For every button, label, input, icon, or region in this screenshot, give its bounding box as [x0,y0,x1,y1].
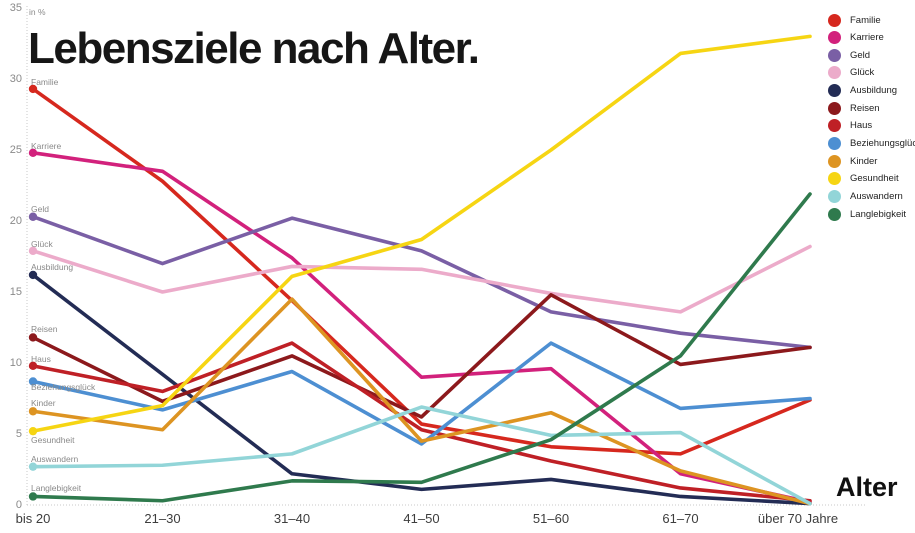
legend-item-haus: Haus [828,119,872,133]
legend-label-langlebigkeit: Langlebigkeit [850,208,906,220]
series-line-haus [31,341,812,503]
x-tick-5: 61–70 [662,511,699,526]
series-line-beziehungsglück [31,341,812,446]
series-start-dot-kinder [28,407,38,416]
legend-dot-beziehungsglück [828,137,841,151]
x-tick-3: 41–50 [403,511,440,526]
legend-dot-geld [828,48,841,62]
x-axis-title: Alter [836,472,898,502]
series-start-dot-familie [28,84,38,94]
start-label-karriere: Karriere [31,140,62,151]
legend-item-reisen: Reisen [828,101,880,115]
legend-label-geld: Geld [850,49,871,61]
legend-label-glück: Glück [850,67,875,79]
x-tick-4: 51–60 [532,511,570,526]
x-tick-2: 31–40 [273,511,311,526]
series-start-dot-auswandern [28,462,38,471]
legend-item-geld: Geld [828,48,870,62]
legend-label-haus: Haus [850,120,873,132]
series-line-gesundheit [31,34,812,433]
start-label-haus: Haus [31,353,51,364]
y-tick-25: 25 [9,144,22,156]
legend-label-ausbildung: Ausbildung [850,85,898,97]
legend-item-glück: Glück [828,66,874,80]
y-tick-20: 20 [9,215,22,227]
legend-item-langlebigkeit: Langlebigkeit [828,207,906,221]
y-tick-0: 0 [15,499,22,511]
y-tick-5: 5 [15,428,22,440]
start-label-geld: Geld [31,203,49,214]
y-tick-15: 15 [9,286,22,298]
start-label-familie: Familie [31,76,59,87]
legend-dot-gesundheit [828,172,841,186]
series-line-reisen [31,293,812,419]
legend-label-familie: Familie [850,14,881,26]
legend-label-beziehungsglück: Beziehungsglück [850,138,915,150]
series-start-dot-geld [28,212,38,221]
legend-dot-haus [828,119,841,133]
start-label-ausbildung: Ausbildung [31,261,74,272]
series-line-ausbildung [31,273,812,506]
legend-label-auswandern: Auswandern [850,191,903,202]
series-start-dot-haus [28,361,38,371]
legend-dot-kinder [828,154,841,168]
y-tick-10: 10 [9,357,22,369]
start-label-beziehungsglück: Beziehungsglück [31,382,96,393]
series-start-dot-ausbildung [28,270,38,280]
legend-label-gesundheit: Gesundheit [850,173,899,185]
y-tick-35: 35 [9,2,22,14]
series-line-auswandern [31,405,812,506]
start-label-gesundheit: Gesundheit [31,435,75,446]
legend-dot-langlebigkeit [828,207,841,221]
legend-label-kinder: Kinder [850,155,878,167]
series-start-dot-langlebigkeit [28,492,38,501]
legend-item-gesundheit: Gesundheit [828,172,899,186]
legend-item-beziehungsglück: Beziehungsglück [828,137,915,151]
series-start-dot-beziehungsglück [28,377,38,386]
series-line-karriere [31,151,812,504]
page-title: Lebensziele nach Alter. [28,24,480,73]
legend-item-ausbildung: Ausbildung [828,84,897,98]
series-start-dot-gesundheit [28,426,38,436]
unit-percent-label: in % [29,7,46,17]
legend-dot-glück [828,66,841,80]
legend-dot-ausbildung [828,84,841,98]
legend-item-auswandern: Auswandern [828,190,903,204]
legend-label-reisen: Reisen [850,102,880,114]
series-start-dot-karriere [28,148,38,158]
legend-dot-auswandern [828,190,841,203]
start-label-reisen: Reisen [31,324,58,335]
series-start-dot-glück [28,246,38,256]
series-line-langlebigkeit [31,192,812,503]
x-tick-1: 21–30 [144,511,181,526]
series-line-glück [31,244,812,314]
legend-dot-reisen [828,101,841,115]
series-start-dot-reisen [28,333,38,342]
series-line-familie [31,87,812,456]
start-label-auswandern: Auswandern [31,453,79,464]
y-tick-30: 30 [9,73,22,85]
legend-item-familie: Familie [828,13,881,27]
start-label-kinder: Kinder [31,398,56,409]
x-tick-6: über 70 Jahre [757,511,839,526]
legend-item-karriere: Karriere [828,31,884,45]
series-line-kinder [31,297,812,506]
x-tick-0: bis 20 [15,511,51,526]
legend-dot-familie [828,13,841,27]
legend-label-karriere: Karriere [850,32,884,44]
start-label-langlebigkeit: Langlebigkeit [31,483,82,494]
start-label-glück: Glück [31,238,53,249]
series-line-geld [31,214,812,350]
legend-item-kinder: Kinder [828,154,877,168]
legend-dot-karriere [828,31,841,45]
